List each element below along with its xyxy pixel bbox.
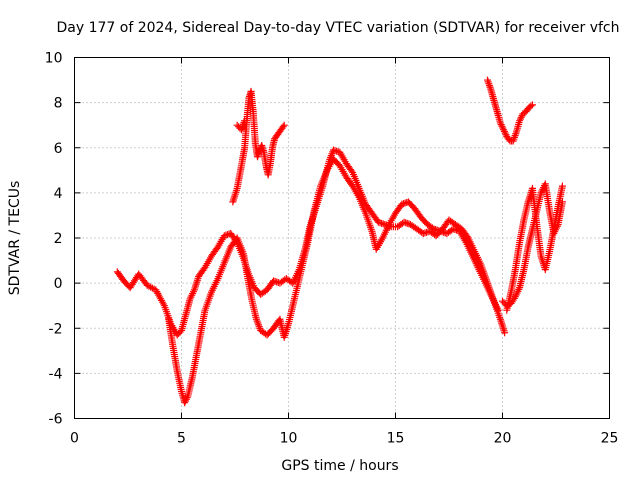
data-point-marker	[183, 394, 191, 402]
y-tick-label: 6	[54, 141, 63, 157]
x-tick-label: 20	[494, 431, 512, 447]
series-track-b	[165, 155, 502, 407]
data-point-marker	[528, 101, 536, 109]
data-point-marker	[500, 127, 508, 135]
y-tick-label: -4	[49, 366, 63, 382]
x-tick-labels: 0 5 10 15 20 25	[70, 431, 618, 447]
x-tick-label: 10	[280, 431, 298, 447]
series-track-c	[229, 87, 288, 206]
data-point-marker	[516, 117, 524, 125]
data-point-marker	[558, 198, 566, 206]
data-point-marker	[494, 306, 502, 314]
data-point-marker	[280, 121, 288, 129]
data-point-marker	[182, 397, 190, 405]
chart-title: Day 177 of 2024, Sidereal Day-to-day VTE…	[56, 20, 619, 36]
y-tick-label: -2	[49, 321, 63, 337]
x-tick-label: 0	[70, 431, 79, 447]
data-point-marker	[496, 119, 504, 127]
data-point-marker	[497, 121, 505, 129]
grid-lines	[74, 57, 610, 419]
data-point-marker	[527, 102, 535, 110]
data-point-marker	[501, 329, 509, 337]
y-tick-label: 10	[45, 51, 63, 67]
data-point-marker	[241, 117, 249, 125]
series-track-e	[484, 76, 536, 145]
x-tick-label: 15	[387, 431, 405, 447]
data-point-marker	[558, 182, 566, 190]
data-point-marker	[516, 115, 524, 123]
data-point-marker	[500, 126, 508, 134]
y-tick-label: 8	[54, 96, 63, 112]
data-point-marker	[428, 224, 436, 232]
x-tick-label: 5	[177, 431, 186, 447]
y-axis-label: SDTVAR / TECUs	[7, 181, 23, 296]
y-tick-label: 2	[54, 231, 63, 247]
data-point-marker	[182, 395, 190, 403]
series-track-d	[233, 117, 249, 134]
x-axis-label: GPS time / hours	[281, 458, 398, 474]
y-tick-label: 4	[54, 186, 63, 202]
data-markers	[113, 76, 566, 407]
data-point-marker	[181, 399, 189, 407]
plot-frame	[74, 57, 610, 419]
x-tick-label: 25	[601, 431, 619, 447]
data-point-marker	[498, 122, 506, 130]
series-track-g	[499, 180, 566, 310]
y-tick-label: -6	[49, 412, 63, 428]
data-point-marker	[517, 113, 525, 121]
y-tick-labels: -6 -4 -2 0 2 4 6 8 10	[45, 51, 63, 428]
y-tick-label: 0	[54, 276, 63, 292]
data-point-marker	[499, 124, 507, 132]
data-point-marker	[279, 123, 287, 131]
data-point-marker	[501, 129, 509, 137]
